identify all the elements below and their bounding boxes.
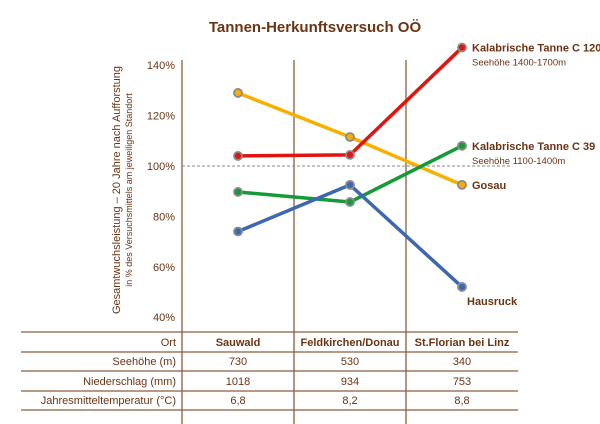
data-point — [345, 197, 355, 207]
series-kalabrische-tanne-c-120: Kalabrische Tanne C 120 Seehöhe 1400-1700… — [233, 42, 600, 161]
data-point — [345, 179, 355, 190]
series-label: Gosau — [472, 180, 506, 192]
table-header-cell: Feldkirchen/Donau — [300, 337, 399, 349]
table-header-cell: St.Florian bei Linz — [415, 337, 510, 349]
data-point — [457, 42, 467, 53]
table-cell: 753 — [453, 376, 471, 388]
data-point — [457, 282, 467, 292]
table-cell: 6,8 — [230, 395, 245, 407]
table-cell: 8,2 — [342, 395, 357, 407]
series-sublabel: Seehöhe 1400-1700m — [472, 58, 566, 69]
y-tick-label: 140% — [147, 60, 175, 72]
table-cell: 340 — [453, 356, 471, 368]
data-point — [233, 226, 243, 237]
data-point — [345, 132, 355, 142]
data-point — [457, 140, 467, 151]
data-point — [233, 187, 243, 197]
series-sublabel: Seehöhe 1100-1400m — [472, 156, 565, 167]
y-tick-label: 80% — [153, 211, 175, 223]
series-label: Kalabrische Tanne C 120 — [472, 43, 600, 55]
table-cell: 1018 — [226, 376, 250, 388]
y-axis-sublabel: in % des Versuchsmittels am jeweiligen S… — [124, 93, 134, 287]
y-axis-label: Gesamtwuchsleistung – 20 Jahre nach Auff… — [111, 66, 123, 314]
data-point — [233, 151, 243, 161]
table-cell: 934 — [341, 376, 359, 388]
y-tick-label: 120% — [147, 111, 175, 123]
table-row-label: Niederschlag (mm) — [83, 376, 176, 388]
table-cell: 730 — [229, 356, 247, 368]
y-tick-label: 100% — [147, 161, 175, 173]
table-header-cell: Sauwald — [216, 337, 261, 349]
series-gosau: Gosau — [233, 88, 506, 192]
data-point — [457, 179, 467, 190]
data-point — [233, 88, 243, 98]
series-label: Kalabrische Tanne C 39 — [472, 141, 595, 153]
table-row-label: Jahresmitteltemperatur (°C) — [41, 395, 176, 407]
chart-title: Tannen-Herkunftsversuch OÖ — [209, 19, 422, 36]
series-kalabrische-tanne-c-39: Kalabrische Tanne C 39 Seehöhe 1100-1400m — [233, 140, 595, 207]
data-point — [345, 150, 355, 160]
y-tick-label: 40% — [153, 312, 175, 324]
series-hausruck: Hausruck — [233, 179, 518, 308]
table-cell: 530 — [341, 356, 359, 368]
table-row-label: Ort — [161, 337, 176, 349]
table-row-label: Seehöhe (m) — [112, 356, 176, 368]
series-label: Hausruck — [467, 296, 518, 308]
y-tick-label: 60% — [153, 262, 175, 274]
table-cell: 8,8 — [454, 395, 469, 407]
